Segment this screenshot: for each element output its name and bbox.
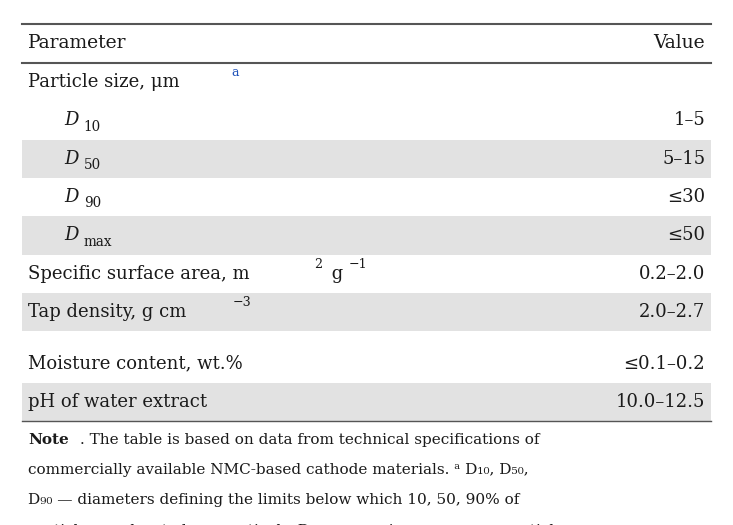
Text: ≤0.1–0.2: ≤0.1–0.2 (624, 354, 705, 373)
Text: Note: Note (28, 433, 69, 447)
Text: 2.0–2.7: 2.0–2.7 (639, 303, 705, 321)
Text: a: a (232, 66, 239, 79)
Text: D: D (65, 226, 79, 245)
Text: Tap density, g cm: Tap density, g cm (28, 303, 186, 321)
Text: Value: Value (654, 34, 705, 52)
Text: commercially available NMC-based cathode materials. ᵃ D₁₀, D₅₀,: commercially available NMC-based cathode… (28, 463, 528, 477)
Text: 5–15: 5–15 (662, 150, 705, 168)
Text: D: D (65, 111, 79, 130)
Bar (22, 293, 711, 331)
Text: 10.0–12.5: 10.0–12.5 (616, 393, 705, 411)
Bar (22, 383, 711, 421)
Text: 0.2–2.0: 0.2–2.0 (638, 265, 705, 283)
Bar (22, 344, 711, 383)
Text: Moisture content, wt.%: Moisture content, wt.% (28, 354, 243, 373)
Text: ≤30: ≤30 (667, 188, 705, 206)
Text: particles are located, respectively, Dₘₐˣ — maximum average particle: particles are located, respectively, Dₘₐ… (28, 524, 563, 525)
Bar (22, 140, 711, 178)
Text: −1: −1 (349, 258, 367, 271)
Bar (22, 178, 711, 216)
Bar (22, 63, 711, 101)
Text: Specific surface area, m: Specific surface area, m (28, 265, 249, 283)
Text: 90: 90 (84, 196, 101, 211)
Bar (22, 24, 711, 63)
Text: D: D (65, 150, 79, 168)
Bar (22, 331, 711, 344)
Text: Particle size, μm: Particle size, μm (28, 73, 185, 91)
Text: ≤50: ≤50 (667, 226, 705, 245)
Bar (22, 101, 711, 140)
Text: 1–5: 1–5 (674, 111, 705, 130)
Text: D: D (65, 188, 79, 206)
Text: −3: −3 (233, 296, 251, 309)
Text: . The table is based on data from technical specifications of: . The table is based on data from techni… (81, 433, 540, 447)
Text: 50: 50 (84, 158, 101, 172)
Bar (22, 255, 711, 293)
Text: pH of water extract: pH of water extract (28, 393, 207, 411)
Text: 10: 10 (84, 120, 101, 134)
Text: Parameter: Parameter (28, 34, 126, 52)
Text: max: max (84, 235, 112, 249)
Text: 2: 2 (314, 258, 323, 271)
Text: g: g (325, 265, 343, 283)
Text: D₉₀ — diameters defining the limits below which 10, 50, 90% of: D₉₀ — diameters defining the limits belo… (28, 494, 519, 508)
Bar (22, 216, 711, 255)
